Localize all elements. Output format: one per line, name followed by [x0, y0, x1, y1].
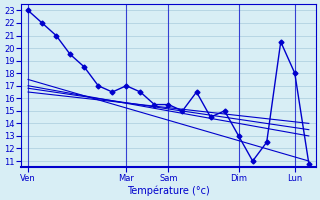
X-axis label: Température (°c): Température (°c)	[127, 185, 210, 196]
